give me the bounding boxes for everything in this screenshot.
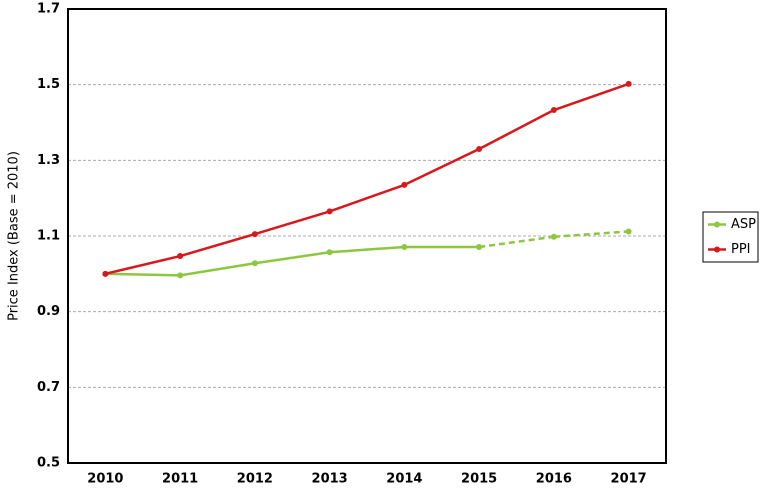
plot-border [67,8,667,464]
x-tick-label: 2017 [611,472,647,487]
line-segment [105,254,181,276]
line-segment [553,82,630,112]
x-tick-label: 2011 [162,472,198,487]
data-point [326,208,333,215]
line-segment [553,230,629,239]
legend-label: ASP [731,217,756,232]
legend-box [702,211,759,263]
line-segment [478,235,555,249]
data-point [102,270,109,277]
data-point [251,231,258,238]
data-point [401,181,408,188]
data-point [401,243,408,250]
line-segment [105,272,181,277]
legend-label: PPI [731,242,751,257]
data-point [625,228,632,235]
data-point [550,233,557,240]
y-tick-label: 0.7 [37,380,60,395]
y-tick-label: 0.5 [37,456,60,471]
data-point [177,272,184,279]
data-point [251,260,258,267]
line-segment [478,108,555,151]
y-tick-label: 0.9 [37,304,60,319]
x-tick-label: 2012 [237,472,273,487]
legend-marker [714,246,720,253]
data-point [326,249,333,256]
line-segment [329,183,405,213]
y-tick-label: 1.3 [37,153,60,168]
x-tick-label: 2014 [386,472,422,487]
line-segment [254,210,330,236]
line-segment [403,147,480,187]
y-tick-label: 1.7 [37,2,60,17]
line-segment [329,245,405,254]
data-point [476,243,483,250]
x-tick-label: 2013 [312,472,348,487]
legend-marker [714,221,720,228]
data-point [550,107,557,114]
x-tick-label: 2015 [461,472,497,487]
x-tick-label: 2010 [87,472,123,487]
line-segment [179,262,256,277]
x-tick-label: 2016 [536,472,572,487]
data-point [476,145,483,152]
y-tick-label: 1.1 [37,229,60,244]
line-segment [254,251,330,265]
y-tick-label: 1.5 [37,77,60,92]
line-segment [179,232,256,258]
y-axis-label: Price Index (Base = 2010) [7,151,22,321]
data-point [625,80,632,87]
data-point [177,253,184,260]
